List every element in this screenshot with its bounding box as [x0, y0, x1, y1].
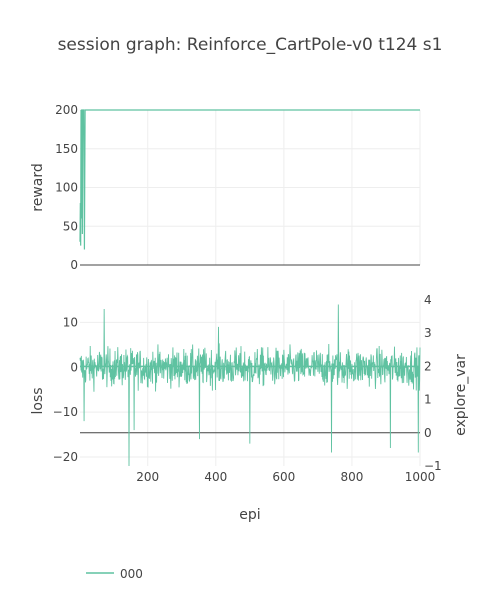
loss-series-line	[79, 304, 421, 467]
reward-y-tick-label: 100	[55, 181, 78, 195]
chart-title: session graph: Reinforce_CartPole-v0 t12…	[58, 35, 443, 55]
explore-var-y-tick-label: 3	[424, 326, 432, 340]
reward-y-tick-label: 200	[55, 103, 78, 117]
x-tick-label: 400	[204, 470, 227, 484]
loss-y-axis-title: loss	[30, 387, 46, 414]
legend[interactable]: 000	[86, 567, 143, 581]
reward-y-tick-label: 150	[55, 142, 78, 156]
loss-y-tick-label: −20	[53, 450, 78, 464]
explore-var-y-axis-title: explore_var	[453, 354, 469, 436]
x-tick-label: 800	[340, 470, 363, 484]
reward-y-tick-label: 50	[63, 219, 78, 233]
x-axis-title: epi	[239, 507, 260, 523]
reward-y-axis-title: reward	[30, 163, 46, 212]
explore-var-y-tick-label: 1	[424, 393, 432, 407]
reward-series-line	[79, 109, 420, 250]
explore-var-y-tick-label: 0	[424, 426, 432, 440]
explore-var-y-tick-label: −1	[424, 459, 442, 473]
explore-var-y-tick-label: 4	[424, 293, 432, 307]
reward-y-tick-label: 0	[70, 258, 78, 272]
legend-label-000[interactable]: 000	[120, 567, 143, 581]
x-tick-label: 1000	[405, 470, 436, 484]
loss-y-tick-label: 10	[63, 315, 78, 329]
loss-y-tick-label: −10	[53, 405, 78, 419]
x-tick-label: 200	[136, 470, 159, 484]
loss-y-tick-label: 0	[70, 360, 78, 374]
x-tick-label: 600	[272, 470, 295, 484]
reward-subplot: 0 50 100 150 200 reward	[30, 103, 421, 272]
explore-var-y-tick-label: 2	[424, 359, 432, 373]
